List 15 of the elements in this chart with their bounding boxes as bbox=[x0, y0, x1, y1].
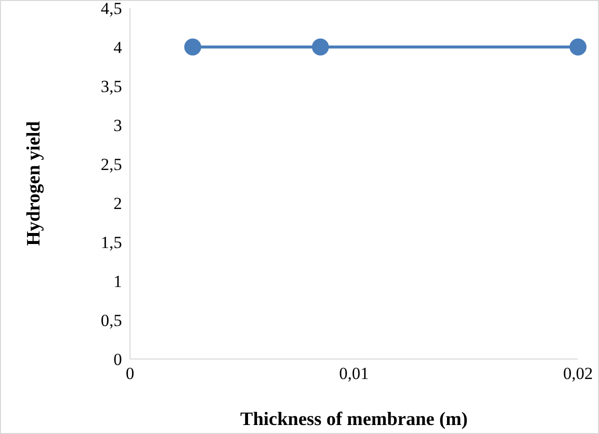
y-tick-label: 1 bbox=[114, 272, 122, 292]
x-axis-title: Thickness of membrane (m) bbox=[240, 409, 468, 430]
y-tick-label: 3 bbox=[114, 116, 122, 136]
y-axis-title: Hydrogen yield bbox=[24, 120, 45, 246]
y-tick-label: 2 bbox=[114, 194, 122, 214]
y-tick-label: 4 bbox=[114, 38, 122, 58]
x-tick-label: 0,01 bbox=[339, 364, 369, 384]
y-tick-label: 4,5 bbox=[100, 0, 122, 18]
y-tick-label: 2,5 bbox=[100, 155, 122, 174]
x-tick-label: 0 bbox=[126, 364, 134, 384]
y-tick-label: 3,5 bbox=[100, 77, 122, 96]
y-tick-label: 1,5 bbox=[100, 233, 122, 252]
x-tick-label: 0,02 bbox=[563, 364, 593, 384]
y-tick-label: 0,5 bbox=[100, 311, 122, 330]
y-tick-label: 0 bbox=[114, 350, 122, 370]
